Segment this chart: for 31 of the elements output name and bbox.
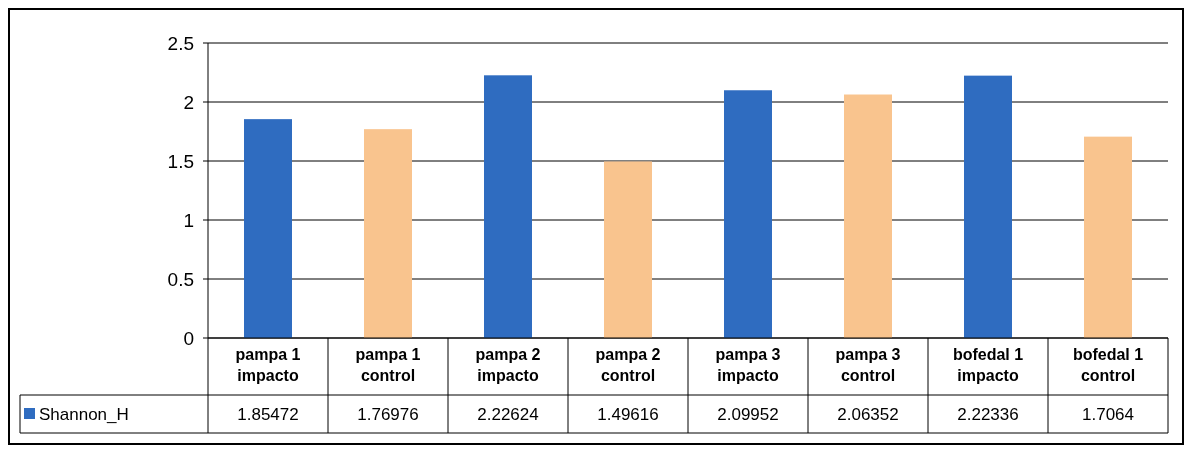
data-label: 1.85472 bbox=[237, 404, 299, 424]
x-tick-label: pampa 1 control bbox=[355, 346, 421, 384]
data-label: 1.76976 bbox=[357, 404, 419, 424]
y-tick-label: 1.5 bbox=[167, 150, 194, 172]
data-label: 2.22624 bbox=[477, 404, 539, 424]
y-tick-label: 0 bbox=[183, 327, 194, 349]
x-tick-label: pampa 2 impacto bbox=[475, 346, 541, 384]
x-tick-label: pampa 3 impacto bbox=[715, 346, 781, 384]
x-tick-label: pampa 3 control bbox=[835, 346, 901, 384]
data-label: 1.49616 bbox=[597, 404, 659, 424]
y-tick-label: 2 bbox=[183, 91, 194, 113]
bar bbox=[844, 94, 892, 338]
bar bbox=[484, 75, 532, 338]
data-label: 1.7064 bbox=[1082, 404, 1134, 424]
bar bbox=[964, 75, 1012, 338]
bar bbox=[724, 90, 772, 338]
y-tick-label: 2.5 bbox=[167, 32, 194, 54]
legend-label: Shannon_H bbox=[39, 404, 129, 424]
y-tick-label: 0.5 bbox=[167, 268, 194, 290]
x-tick-label: bofedal 1 control bbox=[1072, 346, 1144, 384]
x-tick-label: pampa 2 control bbox=[595, 346, 661, 384]
data-label: 2.06352 bbox=[837, 404, 899, 424]
y-tick-label: 1 bbox=[183, 209, 194, 231]
data-label: 2.09952 bbox=[717, 404, 779, 424]
bar bbox=[244, 119, 292, 338]
bar bbox=[364, 129, 412, 338]
bar bbox=[604, 161, 652, 338]
x-tick-label: pampa 1 impacto bbox=[235, 346, 301, 384]
bar bbox=[1084, 136, 1132, 338]
x-tick-label: bofedal 1 impacto bbox=[952, 346, 1024, 384]
data-label: 2.22336 bbox=[957, 404, 1019, 424]
